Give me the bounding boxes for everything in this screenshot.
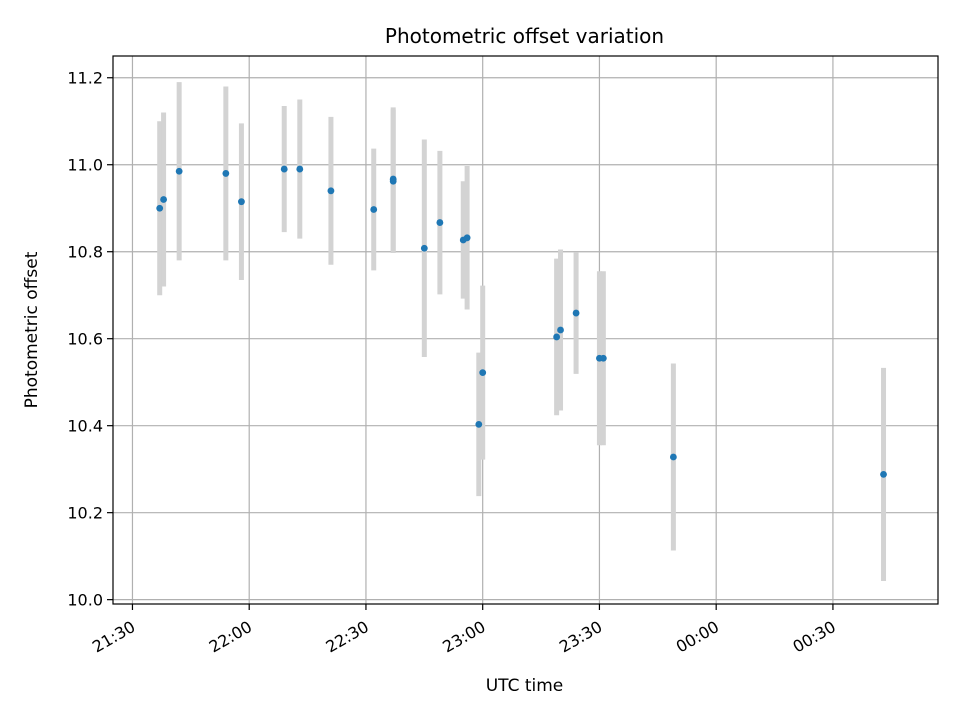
data-point — [160, 196, 167, 203]
grid-lines — [113, 56, 938, 604]
data-point — [238, 198, 245, 206]
data-point — [475, 420, 483, 428]
x-axis-title: UTC time — [486, 676, 564, 696]
data-point — [280, 165, 288, 173]
data-point — [222, 170, 230, 177]
data-point — [436, 219, 444, 226]
y-axis-ticks: 10.0 10.2 10.4 10.6 10.8 11.0 11.2 — [67, 69, 113, 610]
data-point — [175, 167, 183, 175]
data-point — [553, 333, 561, 341]
y-tick-label: 10.0 — [67, 591, 103, 610]
data-point — [156, 204, 164, 212]
data-point — [296, 165, 304, 173]
data-point — [880, 470, 887, 478]
y-tick-label: 10.8 — [67, 243, 103, 262]
data-point — [479, 369, 487, 377]
data-point — [420, 244, 428, 252]
chart-title: Photometric offset variation — [385, 24, 664, 48]
data-points — [156, 165, 887, 478]
data-point — [572, 309, 580, 317]
data-point — [370, 206, 378, 213]
y-tick-label: 10.4 — [67, 417, 103, 436]
y-tick-label: 11.2 — [67, 69, 103, 88]
data-point — [389, 177, 397, 185]
y-tick-label: 10.2 — [67, 504, 103, 523]
y-tick-label: 11.0 — [67, 156, 103, 175]
data-point — [599, 354, 607, 362]
y-tick-label: 10.6 — [67, 330, 103, 349]
data-point — [463, 234, 471, 242]
data-point — [327, 187, 335, 195]
y-axis-title: Photometric offset — [22, 251, 42, 408]
data-point — [669, 453, 677, 461]
data-point — [557, 326, 564, 334]
plot-frame — [112, 55, 939, 605]
